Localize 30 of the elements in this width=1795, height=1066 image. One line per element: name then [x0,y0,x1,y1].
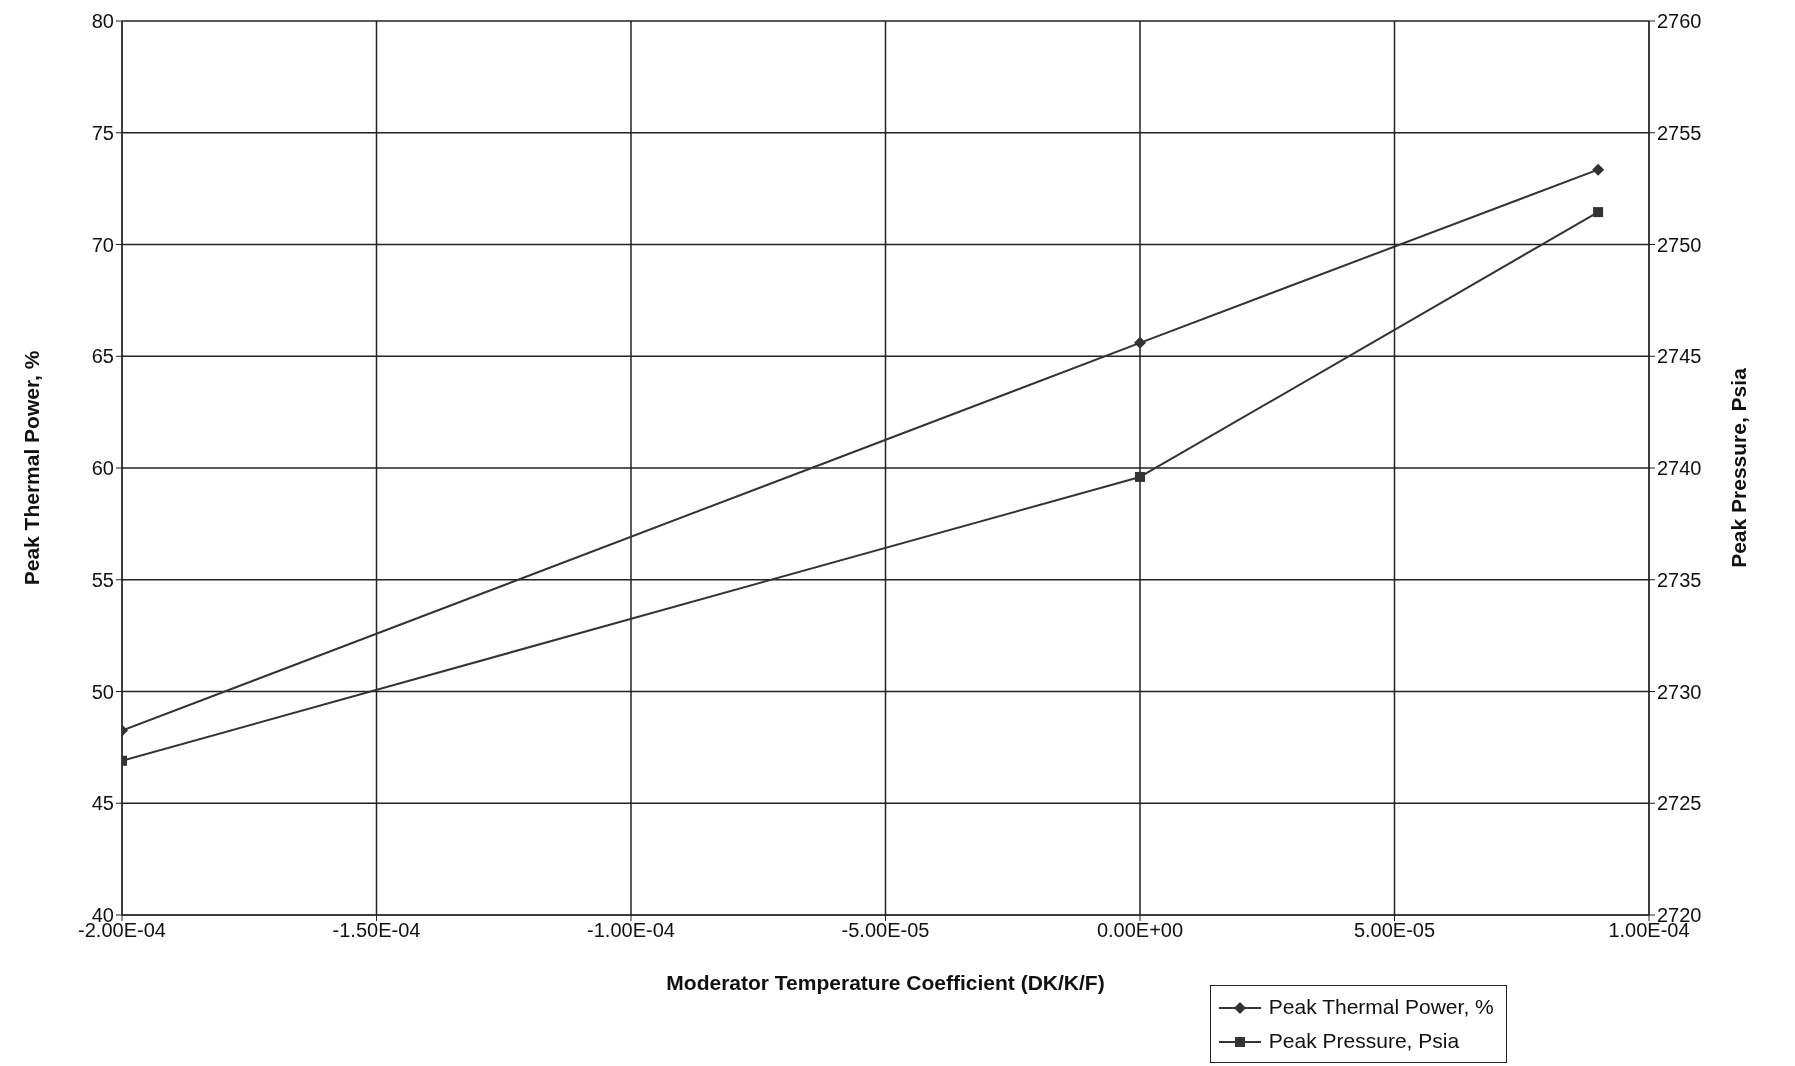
y2-tick-label: 2735 [1657,568,1702,591]
y-tick-label: 55 [91,568,114,591]
x-tick-label: -1.00E-04 [587,919,675,942]
y-tick-label: 45 [91,792,114,815]
y2-tick-label: 2760 [1657,10,1702,33]
x-axis-title: Moderator Temperature Coefficient (DK/K/F) [666,970,1105,994]
point [1135,471,1145,482]
y-tick-label: 75 [91,121,114,144]
legend-label: Peak Pressure, Psia [1268,1029,1460,1052]
y2-axis-title: Peak Pressure, Psia [1727,367,1751,568]
y-axis-title: Peak Thermal Power, % [20,350,44,586]
point [1592,163,1605,176]
y2-tick-label: 2730 [1657,680,1702,703]
x-tick-label: -1.50E-04 [332,919,421,942]
y2-tick-label: 2725 [1657,792,1702,815]
y-tick-label: 65 [91,345,114,368]
y-tick-label: 60 [91,457,114,480]
point [1593,207,1604,218]
y-tick-label: 50 [91,680,114,703]
y-tick-label: 80 [91,10,114,33]
x-tick-label: 5.00E-05 [1353,919,1436,942]
y2-tick-label: 2750 [1657,233,1702,256]
y2-tick-label: 2740 [1657,457,1702,480]
y2-tick-label: 2755 [1657,121,1702,144]
x-tick-label: -5.00E-05 [841,919,930,942]
x-tick-label: 0.00E+00 [1096,919,1184,942]
point [1134,336,1146,349]
y-tick-label: 70 [91,233,114,256]
legend-label: Peak Thermal Power, % [1268,995,1494,1018]
y2-tick-label: 2745 [1657,345,1702,368]
